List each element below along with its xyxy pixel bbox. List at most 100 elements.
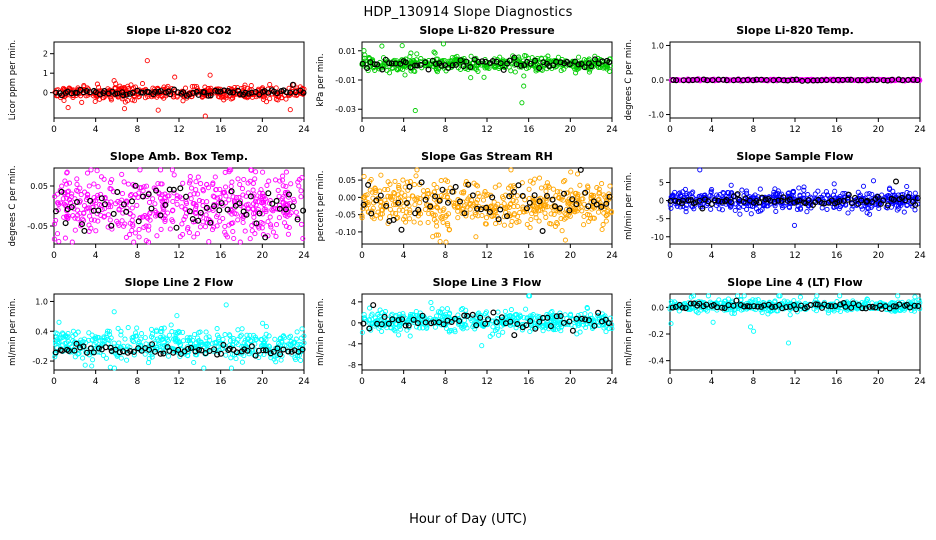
y-tick-label: 0.4: [35, 327, 48, 336]
x-tick-label: 12: [173, 125, 184, 135]
x-tick-label: 8: [750, 125, 756, 135]
panel-y-axis-title: ml/min per min.: [624, 298, 634, 366]
x-axis: 0 4 8 12 16 20 24: [359, 118, 618, 135]
y-tick-label: 0.05: [338, 176, 356, 185]
panel-y-axis-title: degrees C per min.: [624, 39, 634, 120]
y-axis: 1.0 0.4 -0.2: [32, 297, 54, 366]
points-hourly: [669, 297, 922, 313]
x-tick-label: 16: [831, 251, 843, 261]
panel-cell: Slope Li-820 Temp. degrees C per min. 0 4 8 1…: [622, 22, 928, 148]
panel-cell: Slope Sample Flow ml/min per min. 0 4 8 12 16 2…: [622, 148, 928, 274]
scatter-panel: Slope Li-820 Pressure kPa per min. 0 4 8 12 16…: [316, 24, 618, 135]
x-tick-label: 24: [914, 125, 926, 135]
y-tick-label: 0.01: [338, 47, 356, 56]
y-tick-label: -0.03: [335, 105, 356, 114]
x-tick-label: 16: [523, 251, 535, 261]
panel-cell: Slope Li-820 Pressure kPa per min. 0 4 8 12 16…: [314, 22, 620, 148]
x-tick-label: 16: [215, 125, 227, 135]
y-tick-label: -8: [348, 361, 356, 370]
x-tick-label: 24: [298, 251, 310, 261]
x-tick-label: 4: [709, 251, 715, 261]
points-raw: [667, 293, 923, 346]
scatter-panel: Slope Gas Stream RH percent per min. 0 4 8 12…: [316, 150, 618, 261]
panel-cell: Slope Line 3 Flow ml/min per min. 0 4 8 12 16 2…: [314, 274, 620, 400]
x-tick-label: 24: [914, 377, 926, 387]
x-tick-label: 8: [134, 125, 140, 135]
x-tick-label: 0: [51, 125, 57, 135]
x-axis: 0 4 8 12 16 20 24: [359, 370, 618, 387]
x-tick-label: 0: [359, 251, 365, 261]
x-tick-label: 0: [359, 377, 365, 387]
plot-frame: [53, 41, 305, 119]
panel-y-axis-title: percent per min.: [316, 171, 326, 242]
x-tick-label: 20: [565, 377, 577, 387]
y-tick-label: 5: [659, 178, 664, 187]
y-tick-label: 1.0: [651, 41, 664, 50]
x-tick-label: 24: [298, 377, 310, 387]
points-hourly: [52, 182, 307, 241]
scatter-panel: Slope Sample Flow ml/min per min. 0 4 8 12 16 2…: [624, 150, 926, 261]
panel-y-axis-title: ml/min per min.: [8, 298, 18, 366]
y-axis: 4 0 -4 -8: [348, 298, 362, 370]
y-tick-label: 1: [43, 69, 48, 78]
x-tick-label: 4: [401, 251, 407, 261]
points-hourly: [360, 302, 612, 339]
scatter-panel: Slope Amb. Box Temp. degrees C per min. 0 4…: [8, 150, 310, 261]
x-tick-label: 4: [93, 251, 99, 261]
y-axis: 5 0 -5 -10: [651, 178, 670, 242]
y-tick-label: 0.0: [651, 76, 664, 85]
x-tick-label: 20: [565, 251, 577, 261]
x-tick-label: 8: [442, 251, 448, 261]
panel-cell: Slope Amb. Box Temp. degrees C per min. 0 4…: [6, 148, 312, 274]
x-tick-label: 0: [667, 377, 673, 387]
x-tick-label: 0: [51, 377, 57, 387]
x-tick-label: 12: [481, 377, 492, 387]
scatter-panel: Slope Line 3 Flow ml/min per min. 0 4 8 12 16 2…: [316, 276, 618, 387]
y-axis: 0.01 -0.01 -0.03: [335, 47, 362, 114]
scatter-panel: Slope Line 2 Flow ml/min per min. 0 4 8 12 16 2…: [8, 276, 310, 387]
x-tick-label: 16: [215, 251, 227, 261]
panel-y-axis-title: degrees C per min.: [8, 165, 18, 246]
x-axis: 0 4 8 12 16 20 24: [51, 118, 310, 135]
x-tick-label: 20: [873, 377, 885, 387]
panel-y-axis-title: Licor ppm per min.: [8, 40, 18, 121]
x-tick-label: 16: [831, 377, 843, 387]
x-tick-label: 8: [750, 377, 756, 387]
panel-title: Slope Gas Stream RH: [421, 150, 553, 163]
y-tick-label: -0.4: [648, 357, 664, 366]
points-raw: [52, 58, 307, 119]
points-hourly: [359, 54, 613, 73]
y-tick-label: -0.10: [335, 228, 356, 237]
x-tick-label: 12: [789, 377, 800, 387]
panel-y-axis-title: ml/min per min.: [316, 298, 326, 366]
x-tick-label: 20: [873, 251, 885, 261]
y-axis: 0.05 -0.05: [27, 182, 54, 231]
x-axis: 0 4 8 12 16 20 24: [51, 370, 310, 387]
x-tick-label: 24: [298, 125, 310, 135]
x-tick-label: 24: [606, 125, 618, 135]
x-tick-label: 0: [667, 251, 673, 261]
points-raw: [51, 167, 306, 245]
points-hourly: [670, 76, 921, 84]
y-axis: 0.05 0.00 -0.05 -0.10: [335, 176, 362, 237]
x-tick-label: 0: [359, 125, 365, 135]
x-tick-label: 24: [606, 377, 618, 387]
y-tick-label: 0.05: [30, 182, 48, 191]
x-tick-label: 12: [173, 251, 184, 261]
y-tick-label: -1.0: [648, 111, 664, 120]
x-tick-label: 0: [51, 251, 57, 261]
points-raw: [359, 41, 613, 114]
y-tick-label: 0: [659, 197, 664, 206]
x-tick-label: 4: [401, 125, 407, 135]
points-hourly: [667, 178, 921, 212]
x-tick-label: 16: [831, 125, 843, 135]
y-axis: 0 1 2: [43, 50, 54, 98]
x-axis: 0 4 8 12 16 20 24: [667, 118, 926, 135]
x-tick-label: 8: [750, 251, 756, 261]
panel-y-axis-title: ml/min per min.: [624, 172, 634, 240]
y-tick-label: 0.0: [651, 303, 664, 312]
x-tick-label: 8: [134, 377, 140, 387]
y-tick-label: -4: [348, 340, 356, 349]
y-tick-label: -0.05: [335, 211, 356, 220]
x-tick-label: 20: [565, 125, 577, 135]
